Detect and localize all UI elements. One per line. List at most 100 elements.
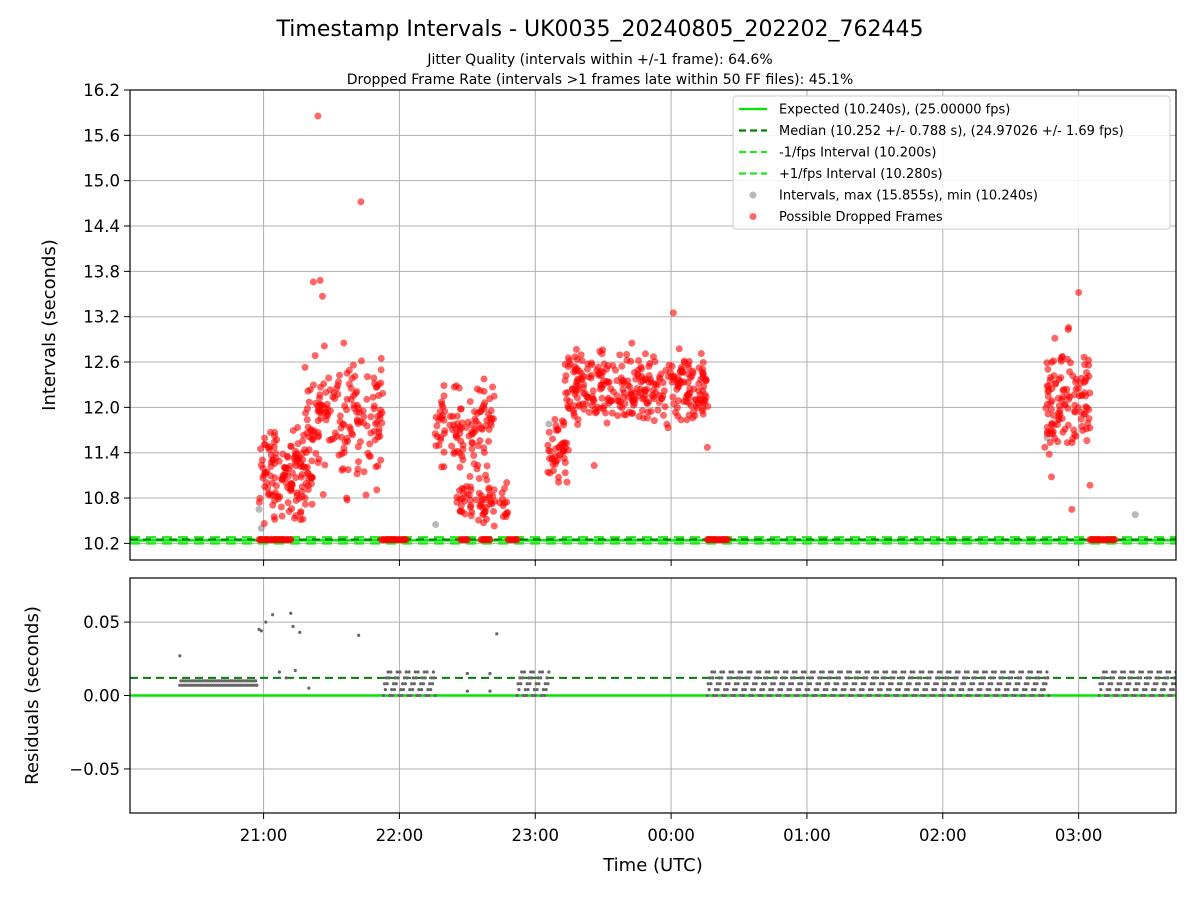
dropped-frame-point [589, 395, 597, 403]
dropped-frame-point [439, 403, 447, 411]
dropped-frame-point [582, 400, 590, 408]
dropped-frame-point [440, 463, 448, 471]
residual-point [807, 688, 811, 692]
residual-point [720, 676, 724, 680]
residual-point [1123, 688, 1127, 692]
dropped-frame-point [326, 386, 334, 394]
dropped-frame-point [564, 354, 572, 362]
residual-point [946, 676, 950, 680]
residual-point [412, 682, 416, 686]
residual-point [965, 693, 969, 698]
dropped-frame-point [312, 399, 320, 407]
residual-point [249, 679, 253, 683]
residual-point [1010, 693, 1015, 698]
residual-point [516, 682, 520, 686]
residual-point [1015, 688, 1019, 692]
residual-point [927, 670, 931, 674]
dropped-frame-point [372, 463, 380, 471]
residual-point [200, 683, 205, 687]
residual-point [244, 679, 249, 683]
residual-point [943, 676, 948, 680]
dropped-frame-point [270, 513, 278, 521]
dropped-frame-point [343, 496, 351, 504]
residual-point [737, 670, 741, 674]
residual-point [277, 670, 282, 674]
x-tick-label: 01:00 [783, 826, 831, 845]
dropped-frame-point [661, 403, 669, 411]
intervals-plot-area [130, 112, 1176, 545]
dropped-frame-point [350, 404, 358, 412]
dropped-frame-point [596, 347, 604, 355]
dropped-frame-point [456, 405, 464, 413]
residual-point [1108, 688, 1112, 692]
residual-point [833, 682, 837, 686]
dropped-frame-point [699, 374, 707, 382]
residual-point [1122, 670, 1126, 674]
dropped-frame-point [489, 507, 497, 515]
residual-point [836, 682, 840, 686]
residual-point [428, 682, 432, 686]
dropped-frame-point [1060, 386, 1068, 394]
dropped-frame-point [600, 377, 608, 385]
residual-point [535, 688, 539, 692]
dropped-frame-point [309, 381, 317, 389]
residual-point [1129, 670, 1133, 674]
residual-point [933, 682, 937, 686]
residual-point [187, 683, 191, 687]
dropped-frame-point [279, 471, 287, 479]
dropped-frame-point [304, 387, 312, 395]
residual-point [1000, 676, 1005, 680]
residual-point [875, 693, 879, 698]
residual-point [540, 670, 545, 674]
residual-point [543, 682, 547, 686]
residual-point [264, 620, 268, 624]
residual-point [952, 676, 957, 680]
dropped-frame-point [440, 382, 448, 390]
residual-point [738, 676, 742, 680]
dropped-frame-point [685, 411, 693, 419]
residual-point [531, 670, 536, 674]
residual-point [189, 683, 193, 687]
residual-point [1038, 693, 1042, 698]
residual-point [1163, 676, 1167, 680]
residual-point [868, 693, 872, 698]
residual-point [746, 670, 750, 674]
residual-point [760, 682, 765, 686]
dropped-frame-point [360, 468, 368, 476]
residual-point [943, 688, 947, 692]
legend-swatch-dot [749, 191, 757, 199]
residual-point [758, 670, 762, 674]
residual-point [773, 670, 777, 674]
residual-point [794, 670, 798, 674]
residual-point [402, 676, 407, 680]
residual-point [409, 693, 413, 698]
residual-point [199, 679, 203, 683]
residuals-y-axis-label: Residuals (seconds) [22, 606, 43, 785]
residual-point [803, 670, 807, 674]
residual-point [420, 688, 424, 692]
residual-point [824, 682, 828, 686]
dropped-frame-point [641, 350, 649, 358]
dropped-frame-point [275, 457, 283, 465]
residual-point [754, 682, 758, 686]
residual-point [1119, 682, 1123, 686]
residual-point [523, 688, 527, 692]
dropped-frame-point [1086, 481, 1094, 489]
dropped-frame-point [1059, 428, 1067, 436]
dropped-frame-point [435, 441, 443, 449]
x-tick-label: 23:00 [511, 826, 559, 845]
residual-point [810, 676, 814, 680]
dropped-frame-point [277, 503, 285, 511]
dropped-frame-point [354, 465, 362, 473]
residual-point [423, 676, 427, 680]
residual-point [410, 688, 415, 692]
residual-point [420, 676, 425, 680]
dropped-frame-point [487, 419, 495, 427]
residual-point [896, 682, 901, 686]
dropped-frame-point [463, 536, 471, 544]
dropped-frame-point [278, 512, 286, 520]
residual-point [776, 670, 780, 674]
dropped-frame-point [669, 309, 677, 317]
dropped-frame-point [584, 360, 592, 368]
dropped-frame-point [623, 350, 631, 358]
